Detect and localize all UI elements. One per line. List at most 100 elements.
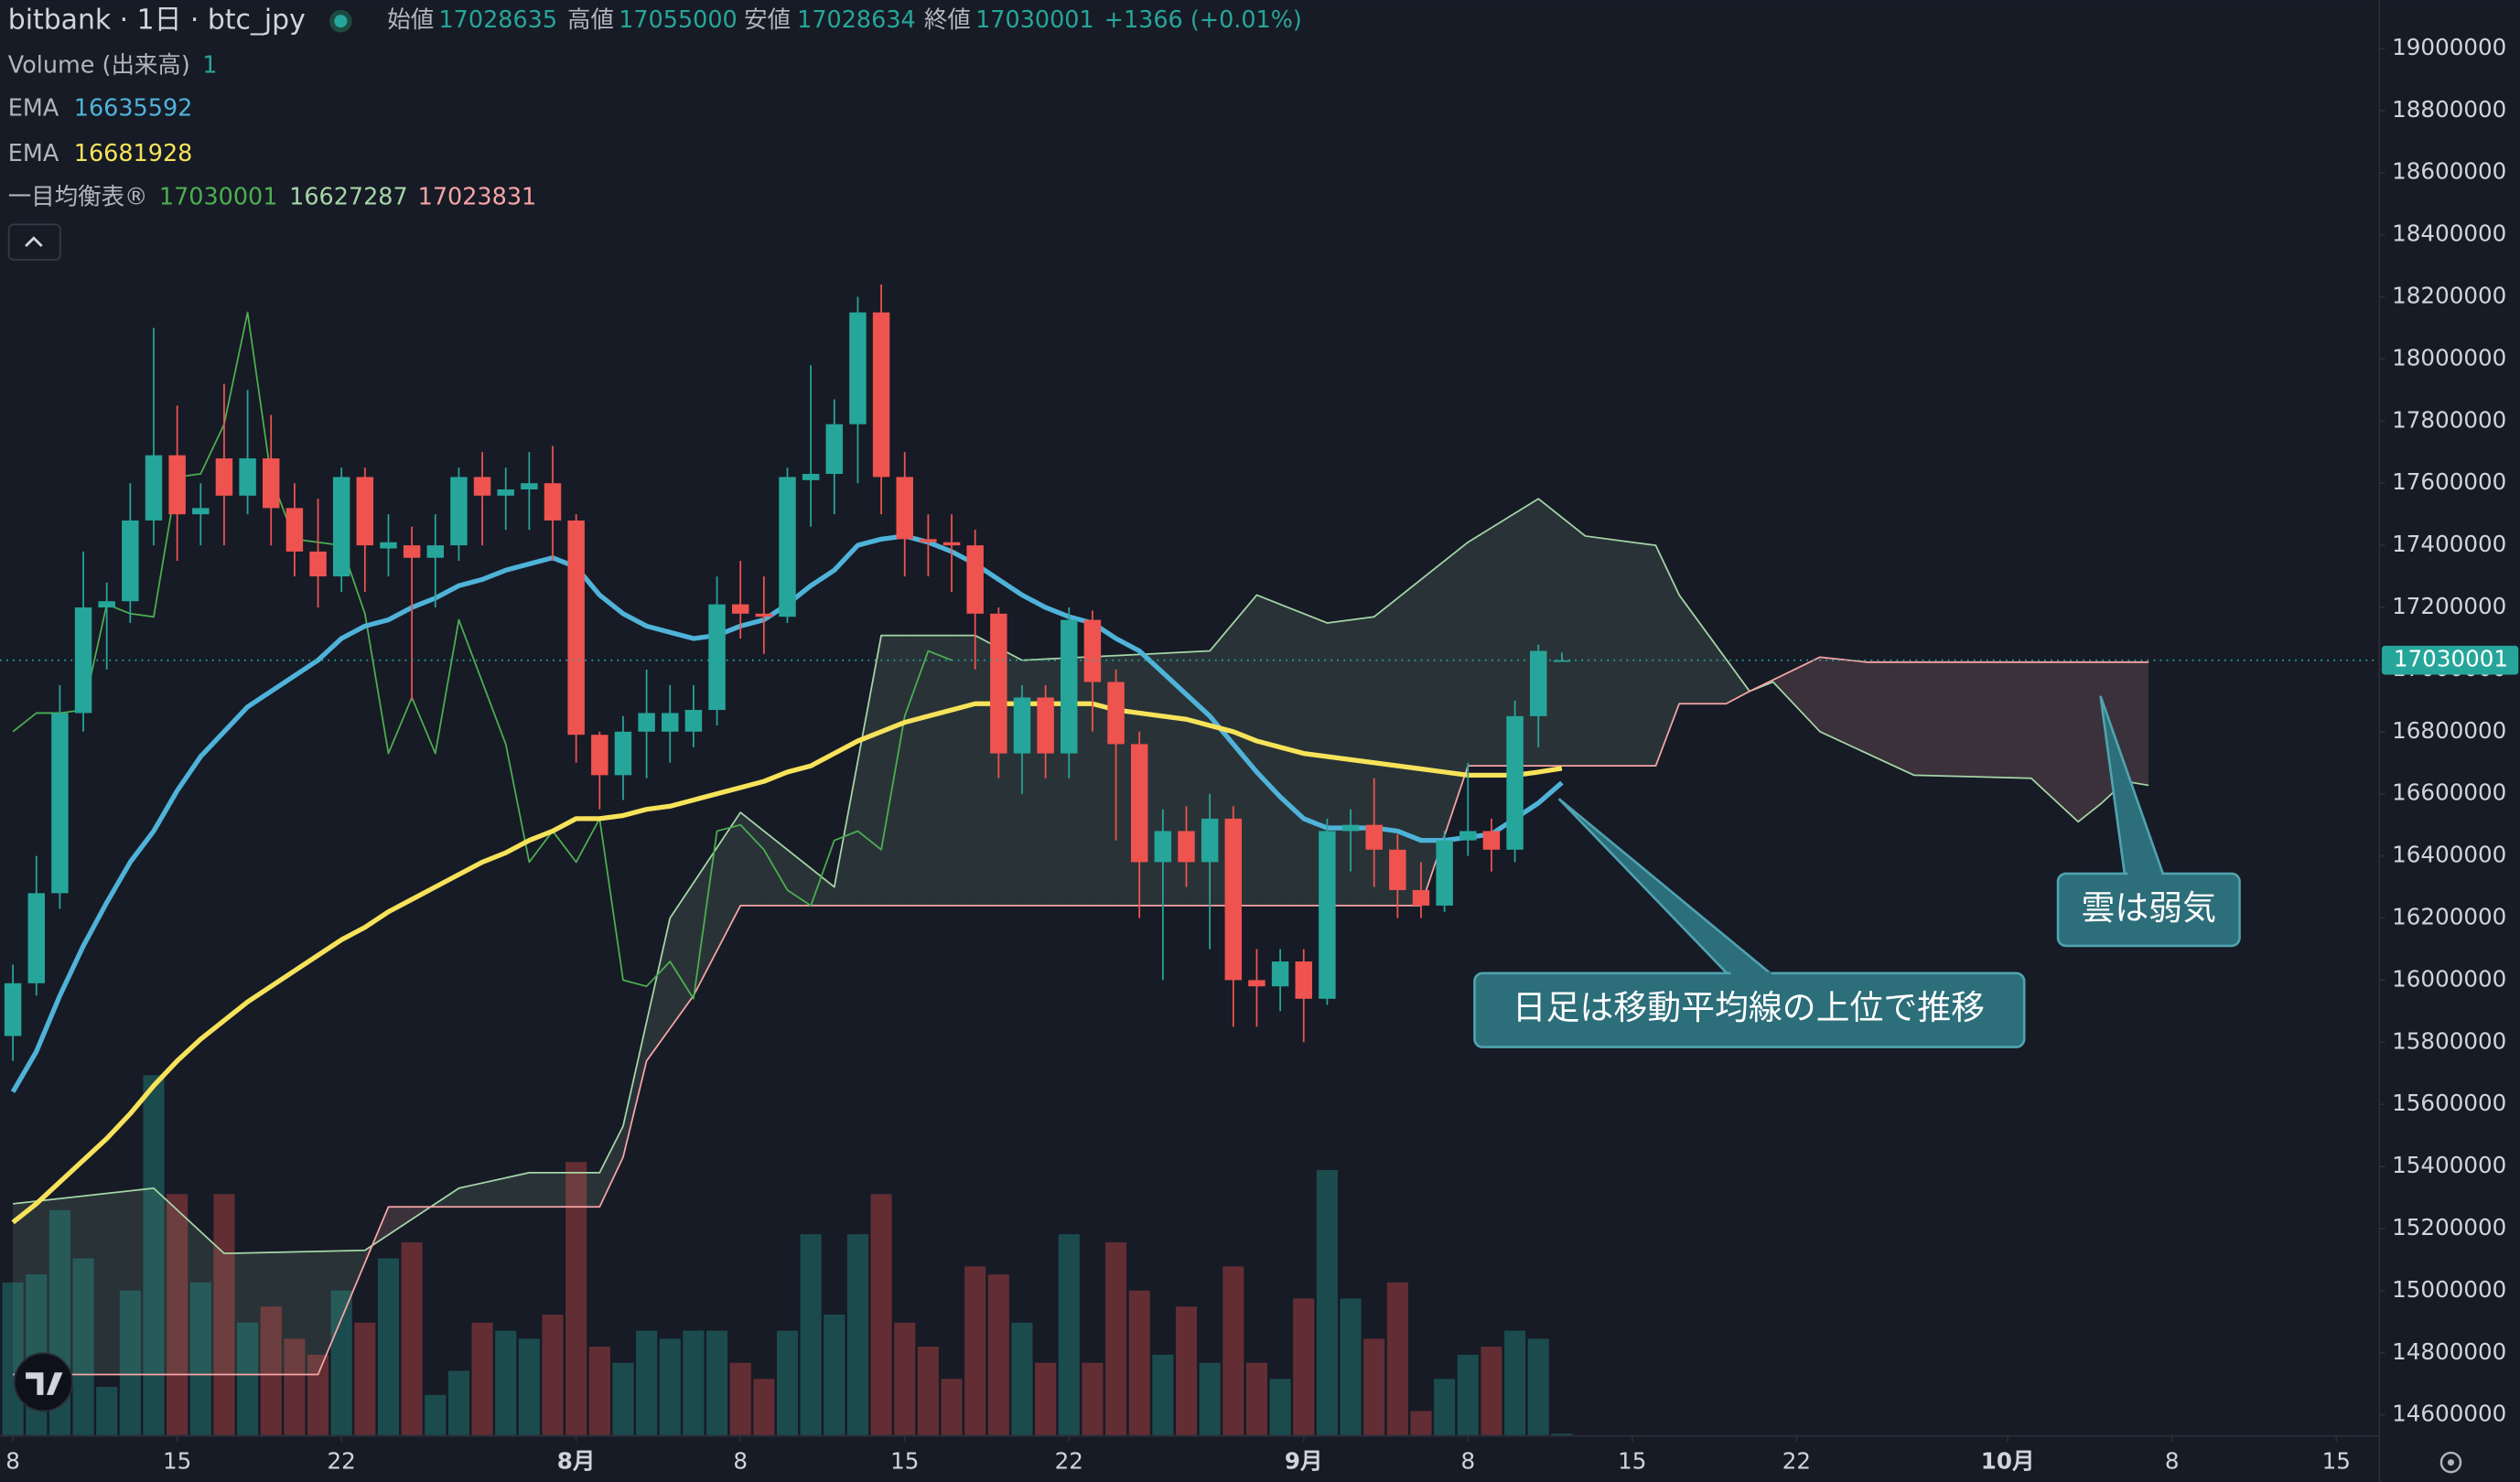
- cloud-fill: [811, 868, 835, 906]
- volume-bar: [237, 1322, 259, 1435]
- volume-bar: [941, 1379, 963, 1435]
- cloud-fill: [1468, 527, 1492, 767]
- axes: 14600000 14800000 15000000 15200000 15400000…: [5, 34, 2519, 1475]
- cloud-fill: [952, 635, 975, 906]
- annotation: 雲は弱気: [2056, 695, 2241, 948]
- candle-body: [966, 545, 984, 614]
- candle-body: [1482, 831, 1501, 850]
- candle-body: [98, 601, 115, 608]
- volume-bar: [1152, 1354, 1174, 1435]
- volume-bar: [800, 1234, 822, 1435]
- volume-bar: [495, 1330, 517, 1435]
- candle-body: [1083, 619, 1102, 682]
- cloud-fill: [881, 635, 905, 906]
- x-tick-label: 22: [1055, 1448, 1083, 1475]
- settings-icon[interactable]: [2439, 1451, 2462, 1474]
- plot-main: [0, 284, 2379, 1376]
- cloud-fill: [670, 883, 694, 1029]
- volume-bar: [824, 1315, 845, 1435]
- volume-bar: [729, 1362, 751, 1435]
- candle-body: [684, 710, 703, 732]
- candle-body: [450, 477, 468, 546]
- y-tick-label: 14800000: [2392, 1338, 2506, 1365]
- cloud-fill: [223, 1252, 248, 1375]
- candle-body: [27, 893, 45, 983]
- candle-body: [591, 735, 608, 776]
- candle-body: [403, 545, 421, 558]
- candle-body: [473, 477, 491, 496]
- volume-bar: [518, 1338, 540, 1435]
- cloud-fill: [106, 1190, 131, 1375]
- volume-bar: [964, 1266, 986, 1435]
- x-tick-label: 9月: [1285, 1448, 1323, 1475]
- cloud-fill: [1280, 604, 1304, 906]
- volume-bar: [401, 1241, 423, 1435]
- volume-bar: [1035, 1362, 1057, 1435]
- ema-line: [11, 701, 1563, 1225]
- ema-legend-value: 16681928: [74, 140, 193, 167]
- cloud-fill: [1420, 561, 1445, 906]
- volume-bar: [1199, 1362, 1221, 1435]
- candle-body: [1530, 650, 1547, 716]
- candle-body: [755, 613, 773, 618]
- x-tick-label: 22: [1782, 1448, 1811, 1475]
- candle-body: [263, 458, 280, 509]
- cloud-fill: [1960, 661, 1985, 778]
- volume-bar: [1457, 1354, 1479, 1435]
- volume-bar: [119, 1290, 141, 1435]
- cloud-fill: [1186, 650, 1211, 906]
- close-label: 終値: [924, 6, 971, 34]
- candle-body: [1319, 831, 1336, 999]
- y-tick-label: 16000000: [2392, 965, 2506, 992]
- y-tick-label: 15600000: [2392, 1090, 2506, 1116]
- candle-body: [990, 613, 1007, 754]
- cloud-fill: [1538, 499, 1562, 767]
- volume-bar: [1363, 1338, 1385, 1435]
- candle-body: [426, 545, 445, 558]
- cloud-fill: [388, 1207, 413, 1235]
- y-tick-label: 16200000: [2392, 904, 2506, 930]
- candle-body: [521, 483, 538, 490]
- x-tick-label: 8: [5, 1448, 20, 1475]
- cloud-fill: [857, 635, 882, 906]
- candle-body: [309, 551, 327, 577]
- volume-bar: [96, 1387, 118, 1435]
- cloud-fill: [247, 1252, 272, 1375]
- volume-bar: [1410, 1411, 1432, 1435]
- legend: bitbank · 1日 · btc_jpy 始値 17028635 高値 17…: [7, 5, 1302, 261]
- cloud-fill: [834, 761, 858, 906]
- cloud-fill: [13, 1201, 37, 1375]
- volume-bar: [683, 1330, 705, 1435]
- cloud-fill: [294, 1251, 318, 1375]
- collapse-button[interactable]: [7, 223, 61, 261]
- cloud-fill: [576, 1172, 600, 1208]
- candle-body: [896, 477, 913, 540]
- y-tick-label: 17600000: [2392, 468, 2506, 495]
- cloud-fill: [1867, 661, 1890, 765]
- volume-bar: [776, 1330, 799, 1435]
- candle-body: [1295, 961, 1312, 999]
- cloud-fill: [130, 1187, 154, 1375]
- y-tick-label: 19000000: [2392, 34, 2506, 60]
- volume-bar: [1434, 1379, 1456, 1435]
- volume-bar: [753, 1379, 775, 1435]
- volume-legend: Volume (出来高): [8, 51, 190, 79]
- candle-body: [638, 713, 655, 732]
- cloud-fill: [1655, 545, 1680, 767]
- volume-bar: [917, 1347, 939, 1435]
- cloud-fill: [318, 1251, 342, 1375]
- cloud-fill: [1984, 661, 2008, 779]
- volume-bar: [659, 1338, 681, 1435]
- cloud-fill: [740, 812, 764, 906]
- open-value: 17028635: [438, 6, 557, 34]
- y-tick-label: 15000000: [2392, 1276, 2506, 1303]
- candle-body: [497, 489, 514, 496]
- volume-bar: [1058, 1234, 1080, 1435]
- cloud-fill: [2008, 661, 2031, 779]
- logo-mark: [26, 1372, 63, 1395]
- volume-bar: [1011, 1322, 1033, 1435]
- volume-bar: [307, 1354, 329, 1435]
- volume-bar: [1293, 1298, 1315, 1435]
- high-value: 17055000: [619, 6, 738, 34]
